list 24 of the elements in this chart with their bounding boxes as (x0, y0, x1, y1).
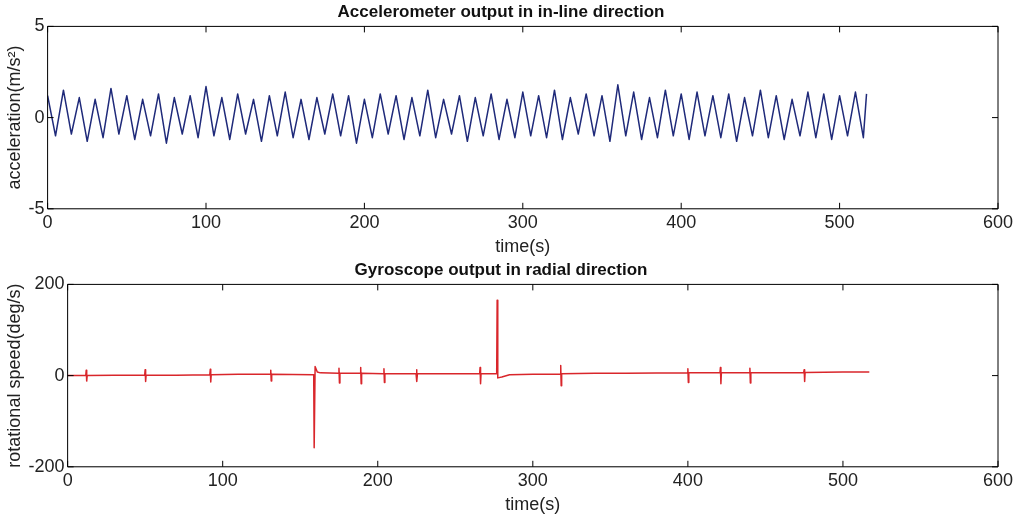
y-axis-title: rotational speed(deg/s) (3, 283, 24, 468)
y-tick-label: -5 (28, 197, 45, 218)
x-tick-label: 300 (507, 211, 538, 232)
chart-title: Accelerometer output in in-line direction (337, 1, 665, 21)
y-tick-label: 0 (54, 364, 65, 385)
x-tick-label: 600 (982, 469, 1014, 490)
y-tick-label: 200 (34, 273, 65, 294)
y-tick-label: 5 (34, 15, 45, 36)
x-tick-label: 300 (517, 469, 548, 490)
x-tick-label: 400 (672, 469, 703, 490)
x-tick-label: 500 (827, 469, 858, 490)
y-tick-label: -200 (28, 455, 65, 476)
x-tick-label: 200 (362, 469, 393, 490)
x-axis-title: time(s) (505, 494, 561, 515)
chart-title: Gyroscope output in radial direction (354, 259, 648, 279)
x-tick-label: 200 (349, 211, 380, 232)
x-tick-label: 500 (824, 211, 855, 232)
x-tick-label: 100 (190, 211, 222, 232)
x-tick-label: 100 (207, 469, 238, 490)
x-axis-title: time(s) (495, 236, 551, 257)
x-tick-label: 600 (982, 211, 1014, 232)
y-tick-label: 0 (34, 106, 45, 127)
y-axis-title: acceleration(m/s²) (3, 45, 24, 190)
x-tick-label: 400 (666, 211, 697, 232)
